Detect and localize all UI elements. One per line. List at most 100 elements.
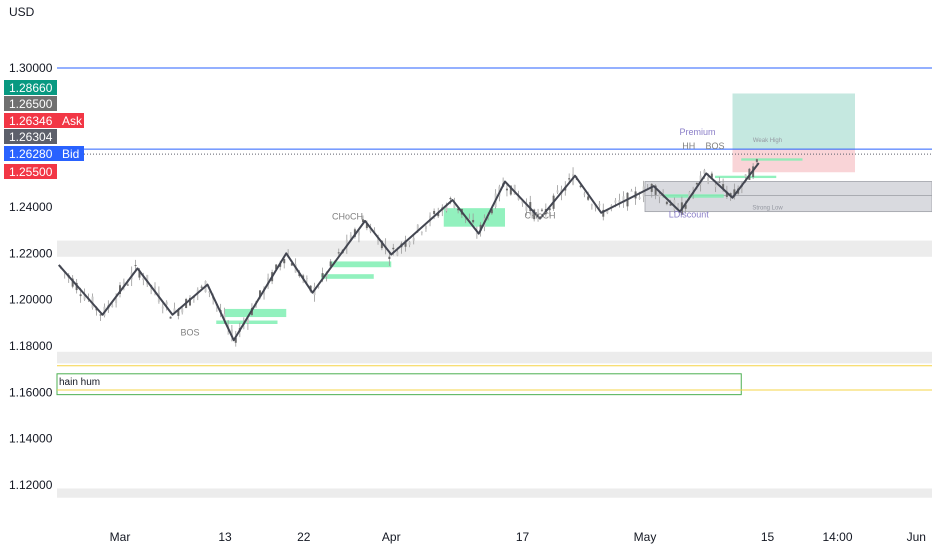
price-badges: 1.28660 1.26500 1.26346 Ask 1.26304 1.26280 Bi…	[4, 80, 84, 179]
zone-label: LDiscount	[669, 209, 710, 219]
candle-body	[610, 205, 613, 207]
candle-body	[349, 235, 352, 241]
price-badge	[4, 129, 57, 144]
candle-body	[505, 188, 508, 191]
candle-body	[533, 209, 536, 220]
candle-body	[154, 286, 156, 293]
time-tick-label[interactable]: 17	[516, 530, 530, 544]
price-badge-value: 1.28660	[9, 81, 53, 95]
candle-body	[472, 219, 475, 223]
candle-body	[361, 219, 364, 223]
candle-body	[449, 197, 452, 200]
price-tick-label[interactable]: 1.18000	[9, 339, 53, 353]
range-zone	[644, 181, 932, 196]
candle-body	[556, 190, 559, 193]
candle-body	[579, 185, 582, 188]
horizontal-lines-layer	[57, 67, 932, 391]
candle-body	[283, 259, 286, 264]
candle-body	[138, 270, 141, 278]
time-tick-label[interactable]: 22	[297, 530, 311, 544]
candle-body	[433, 210, 436, 214]
candle-body	[388, 256, 391, 260]
candle-body	[622, 196, 625, 203]
candle-body	[200, 286, 203, 288]
time-axis[interactable]: Mar 13 22 Apr 17 May 15 14:00 Jun	[110, 530, 926, 544]
price-badge-value: 1.26304	[9, 130, 53, 144]
price-tick-label[interactable]: 1.12000	[9, 478, 53, 492]
candle-body	[590, 204, 593, 206]
time-tick-label[interactable]: Mar	[110, 530, 131, 544]
zones-layer	[56, 93, 932, 498]
price-tick-label[interactable]: 1.14000	[9, 432, 53, 446]
time-tick-label[interactable]: 13	[218, 530, 232, 544]
price-badge	[4, 146, 57, 161]
candle-body	[83, 295, 86, 300]
price-badge-value: 1.26500	[9, 97, 53, 111]
demand-zone	[321, 274, 374, 279]
time-tick-label[interactable]: Apr	[382, 530, 401, 544]
candle-body	[412, 237, 415, 241]
range-zone	[644, 195, 932, 213]
time-tick-label[interactable]: 15	[761, 530, 775, 544]
candle-body	[669, 203, 672, 206]
candle-body	[725, 191, 728, 197]
candle-body	[234, 337, 237, 343]
candle-body	[126, 284, 129, 286]
price-badge	[4, 80, 57, 95]
candle-body	[453, 203, 456, 208]
candle-body	[329, 261, 332, 267]
time-tick-label[interactable]: May	[634, 530, 657, 544]
zigzag-layer	[57, 162, 760, 342]
candle-body	[568, 178, 571, 180]
candle-body	[380, 240, 383, 249]
candle-body	[169, 316, 172, 319]
candle-body	[337, 252, 340, 254]
candle-body	[373, 230, 376, 232]
price-badge	[4, 113, 57, 128]
price-tick-label[interactable]: 1.24000	[9, 200, 53, 214]
demand-zone	[741, 158, 803, 161]
price-tick-label[interactable]: 1.20000	[9, 293, 53, 307]
candle-body	[587, 196, 590, 200]
candle-body	[369, 227, 372, 232]
candle-body	[290, 263, 293, 266]
candle-body	[684, 204, 687, 209]
time-tick-label[interactable]: Jun	[907, 530, 926, 544]
candle-body	[729, 193, 732, 196]
price-badge-tag	[57, 146, 84, 161]
candle-body	[177, 309, 180, 316]
candle-body	[189, 297, 191, 306]
candle-body	[695, 182, 698, 185]
candle-body	[733, 189, 736, 197]
price-tick-label[interactable]: 1.22000	[9, 246, 53, 260]
price-badge	[4, 96, 57, 111]
candle-body	[525, 203, 528, 211]
candle-body	[654, 185, 657, 195]
candle-body	[744, 174, 747, 178]
candle-body	[490, 209, 493, 214]
candle-body	[259, 290, 261, 297]
candle-body	[305, 278, 308, 280]
demand-zone	[225, 308, 287, 318]
price-axis[interactable]: 1.30000 1.24000 1.22000 1.20000 1.18000 1.160…	[9, 61, 53, 492]
zone-label: Premium	[679, 127, 715, 137]
candle-body	[509, 185, 512, 195]
candle-body	[142, 277, 145, 281]
time-tick-label[interactable]: 14:00	[822, 530, 852, 544]
structure-label: BOS	[705, 141, 724, 151]
note-box	[56, 373, 742, 396]
candle-body	[165, 301, 168, 305]
candle-body	[703, 170, 706, 174]
candle-body	[718, 181, 721, 183]
candle-body	[424, 226, 427, 230]
candle-body	[710, 173, 713, 178]
structure-label: CHoCH	[524, 211, 555, 221]
candle-body	[404, 240, 407, 247]
candle-body	[598, 203, 601, 206]
candle-body	[317, 286, 320, 288]
price-tick-label[interactable]: 1.30000	[9, 61, 53, 75]
gray-zone	[57, 488, 932, 498]
price-badge	[4, 164, 57, 179]
price-tick-label[interactable]: 1.16000	[9, 385, 53, 399]
